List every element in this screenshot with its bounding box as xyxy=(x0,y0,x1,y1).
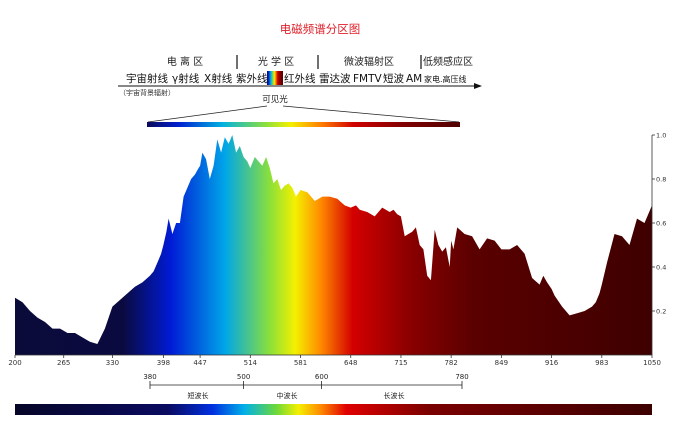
full-spectrum-bar xyxy=(15,404,652,415)
wavelength-range-axis: 380 500 600 780 短波长 中波长 长波长 xyxy=(143,373,468,400)
range-label-long: 长波长 xyxy=(384,391,405,400)
band-label-gamma: γ射线 xyxy=(172,72,200,85)
cosmic-background-label: （宇宙背景辐射） xyxy=(119,88,175,97)
visible-spectrum-bar xyxy=(147,122,460,127)
band-label-radar: 雷达波 xyxy=(319,72,351,85)
x-tick-label: 447 xyxy=(193,359,206,367)
range-label-short: 短波长 xyxy=(188,391,209,400)
y-tick-label: 0.6 xyxy=(656,220,666,228)
range-label-medium: 中波长 xyxy=(277,391,298,400)
x-tick-label: 782 xyxy=(444,359,457,367)
range-tick-label: 500 xyxy=(237,373,250,381)
x-tick-label: 1050 xyxy=(643,359,661,367)
zone-label-lowfreq: 低频感应区 xyxy=(423,55,473,68)
zone-dividers xyxy=(236,55,422,69)
range-tick-label: 380 xyxy=(143,373,156,381)
x-tick-label: 983 xyxy=(595,359,608,367)
range-axis-ticks: 380 500 600 780 xyxy=(143,373,469,389)
zone-label-ionizing: 电 离 区 xyxy=(167,55,203,68)
zone-label-microwave: 微波辐射区 xyxy=(344,55,394,68)
band-label-am: AM xyxy=(406,73,422,85)
y-tick-label: 0.8 xyxy=(656,176,666,184)
y-tick-label: 0.4 xyxy=(656,264,666,272)
x-tick-label: 330 xyxy=(106,359,119,367)
x-tick-label: 265 xyxy=(57,359,70,367)
diagram-title: 电磁频谱分区图 xyxy=(280,22,361,36)
zoom-line-right xyxy=(282,105,460,123)
x-tick-label: 200 xyxy=(8,359,21,367)
band-labels: 宇宙射线 γ射线 X射线 紫外线 红外线 雷达波 FMTV 短波 AM 家电.高… xyxy=(126,72,467,85)
zone-labels: 电 离 区 光 学 区 微波辐射区 低频感应区 xyxy=(167,55,473,68)
range-tick-label: 780 xyxy=(455,373,468,381)
visible-swatch xyxy=(267,71,283,85)
x-tick-label: 715 xyxy=(394,359,407,367)
x-tick-label: 849 xyxy=(495,359,508,367)
spectrum-chart: 200 265 330 398 447 514 581 648 715 782 849 916 983 1… xyxy=(8,132,666,368)
band-label-shortwave: 短波 xyxy=(383,72,404,85)
band-label-power: 家电.高压线 xyxy=(424,74,467,84)
x-tick-label: 581 xyxy=(294,359,307,367)
x-tick-label: 648 xyxy=(344,359,357,367)
band-label-uv: 紫外线 xyxy=(236,72,268,85)
band-axis-arrowhead xyxy=(474,83,482,89)
x-axis-ticks: 200 265 330 398 447 514 581 648 715 782 849 916 983 1… xyxy=(8,355,661,367)
band-label-fmtv: FMTV xyxy=(353,73,383,85)
band-label-xray: X射线 xyxy=(204,72,233,85)
band-label-ir: 红外线 xyxy=(284,72,316,85)
visible-light-label: 可见光 xyxy=(262,94,288,105)
range-tick-label: 600 xyxy=(315,373,328,381)
x-tick-label: 916 xyxy=(545,359,559,367)
x-tick-label: 398 xyxy=(157,359,170,367)
zone-label-optical: 光 学 区 xyxy=(258,55,294,68)
y-tick-label: 1.0 xyxy=(656,132,666,140)
y-tick-label: 0.2 xyxy=(656,308,666,316)
zoom-line-left xyxy=(147,105,268,123)
band-label-cosmic: 宇宙射线 xyxy=(126,72,168,85)
spectrum-area xyxy=(15,135,652,355)
x-tick-label: 514 xyxy=(244,359,258,367)
y-axis-ticks: 0.2 0.4 0.6 0.8 1.0 xyxy=(652,132,666,316)
